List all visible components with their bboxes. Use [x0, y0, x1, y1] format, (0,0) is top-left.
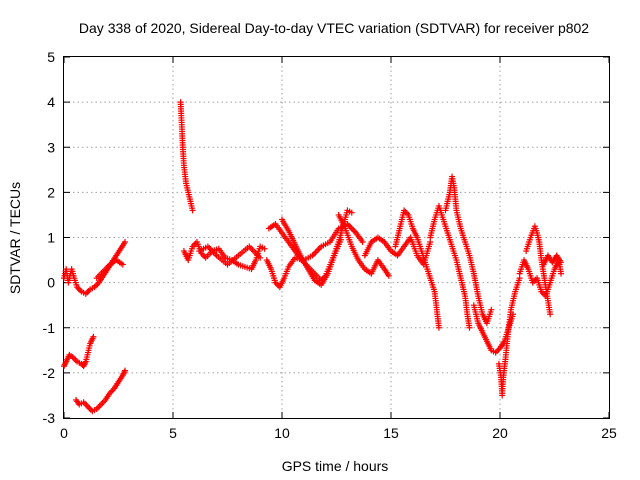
- plot-frame: [63, 56, 610, 419]
- series-seg-a: [61, 239, 129, 297]
- y-axis-label: SDTVAR / TECUs: [7, 182, 23, 294]
- data-point: [466, 324, 473, 331]
- y-tick-label: -2: [43, 365, 56, 381]
- data-point: [122, 367, 129, 374]
- series-seg-c: [61, 333, 97, 370]
- y-tick-label: 2: [47, 184, 55, 200]
- data-point: [122, 239, 129, 246]
- data-point: [257, 254, 264, 261]
- series-seg-g: [196, 243, 264, 268]
- x-tick-label: 25: [601, 425, 617, 441]
- series-seg-f: [180, 239, 268, 273]
- series-seg-e: [177, 99, 196, 214]
- series-seg-o: [442, 173, 495, 327]
- data-point: [359, 239, 366, 246]
- grid: [64, 57, 609, 418]
- series-seg-s: [523, 223, 554, 318]
- y-tick-label: 0: [47, 275, 55, 291]
- y-tick-label: 4: [47, 94, 55, 110]
- chart-title: Day 338 of 2020, Sidereal Day-to-day VTE…: [79, 20, 589, 36]
- y-tick-label: -1: [43, 320, 56, 336]
- x-tick-label: 15: [383, 425, 399, 441]
- data-point: [547, 311, 554, 318]
- data-point: [488, 306, 495, 313]
- y-tick-label: 1: [47, 230, 55, 246]
- y-tick-label: -3: [43, 410, 56, 426]
- data-points: [61, 99, 565, 415]
- series-seg-b: [93, 257, 126, 282]
- x-tick-label: 5: [169, 425, 177, 441]
- series-seg-m: [392, 207, 442, 331]
- y-tick-label: 5: [47, 49, 55, 65]
- data-point: [261, 245, 268, 252]
- x-axis-label: GPS time / hours: [282, 458, 389, 474]
- data-point: [337, 236, 344, 243]
- data-point: [348, 209, 355, 216]
- series-seg-q: [495, 275, 523, 399]
- x-tick-label: 10: [274, 425, 290, 441]
- data-point: [189, 207, 196, 214]
- data-point: [558, 270, 565, 277]
- data-point: [435, 324, 442, 331]
- series-seg-t: [540, 252, 565, 268]
- series-seg-n: [427, 202, 473, 331]
- series-seg-r: [516, 257, 565, 300]
- x-tick-label: 0: [60, 425, 68, 441]
- series-seg-k: [335, 211, 392, 279]
- series-seg-j: [279, 216, 344, 288]
- data-point: [558, 259, 565, 266]
- data-point: [119, 261, 126, 268]
- x-tick-label: 20: [492, 425, 508, 441]
- axis-ticks: 0 5 10 15 20 25 -3 -2 -1 0 1 2 3 4 5: [43, 49, 617, 441]
- data-point: [90, 333, 97, 340]
- y-tick-label: 3: [47, 139, 55, 155]
- data-point: [385, 272, 392, 279]
- series-seg-d: [72, 367, 129, 415]
